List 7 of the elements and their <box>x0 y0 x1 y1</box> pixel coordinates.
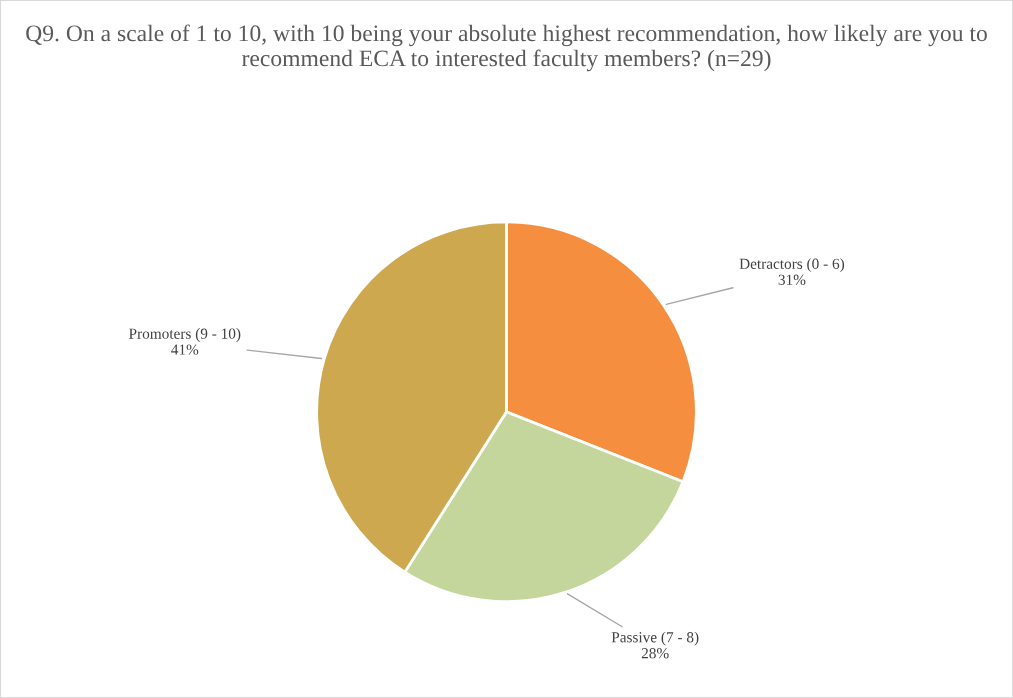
slice-label: Detractors (0 - 6) <box>739 258 845 273</box>
slice-label: Promoters (9 - 10) <box>129 328 241 342</box>
data-label: 41% <box>171 344 199 355</box>
slice-label: Passive (7 - 8) <box>611 631 699 646</box>
data-label: 31% <box>778 274 806 285</box>
chart-title: Q9. On a scale of 1 to 10, with 10 being your absolute highest recommendation, how likely are you to recommend ECA to interested faculty members? (n=29) <box>26 24 987 72</box>
data-label: 28% <box>641 648 669 659</box>
